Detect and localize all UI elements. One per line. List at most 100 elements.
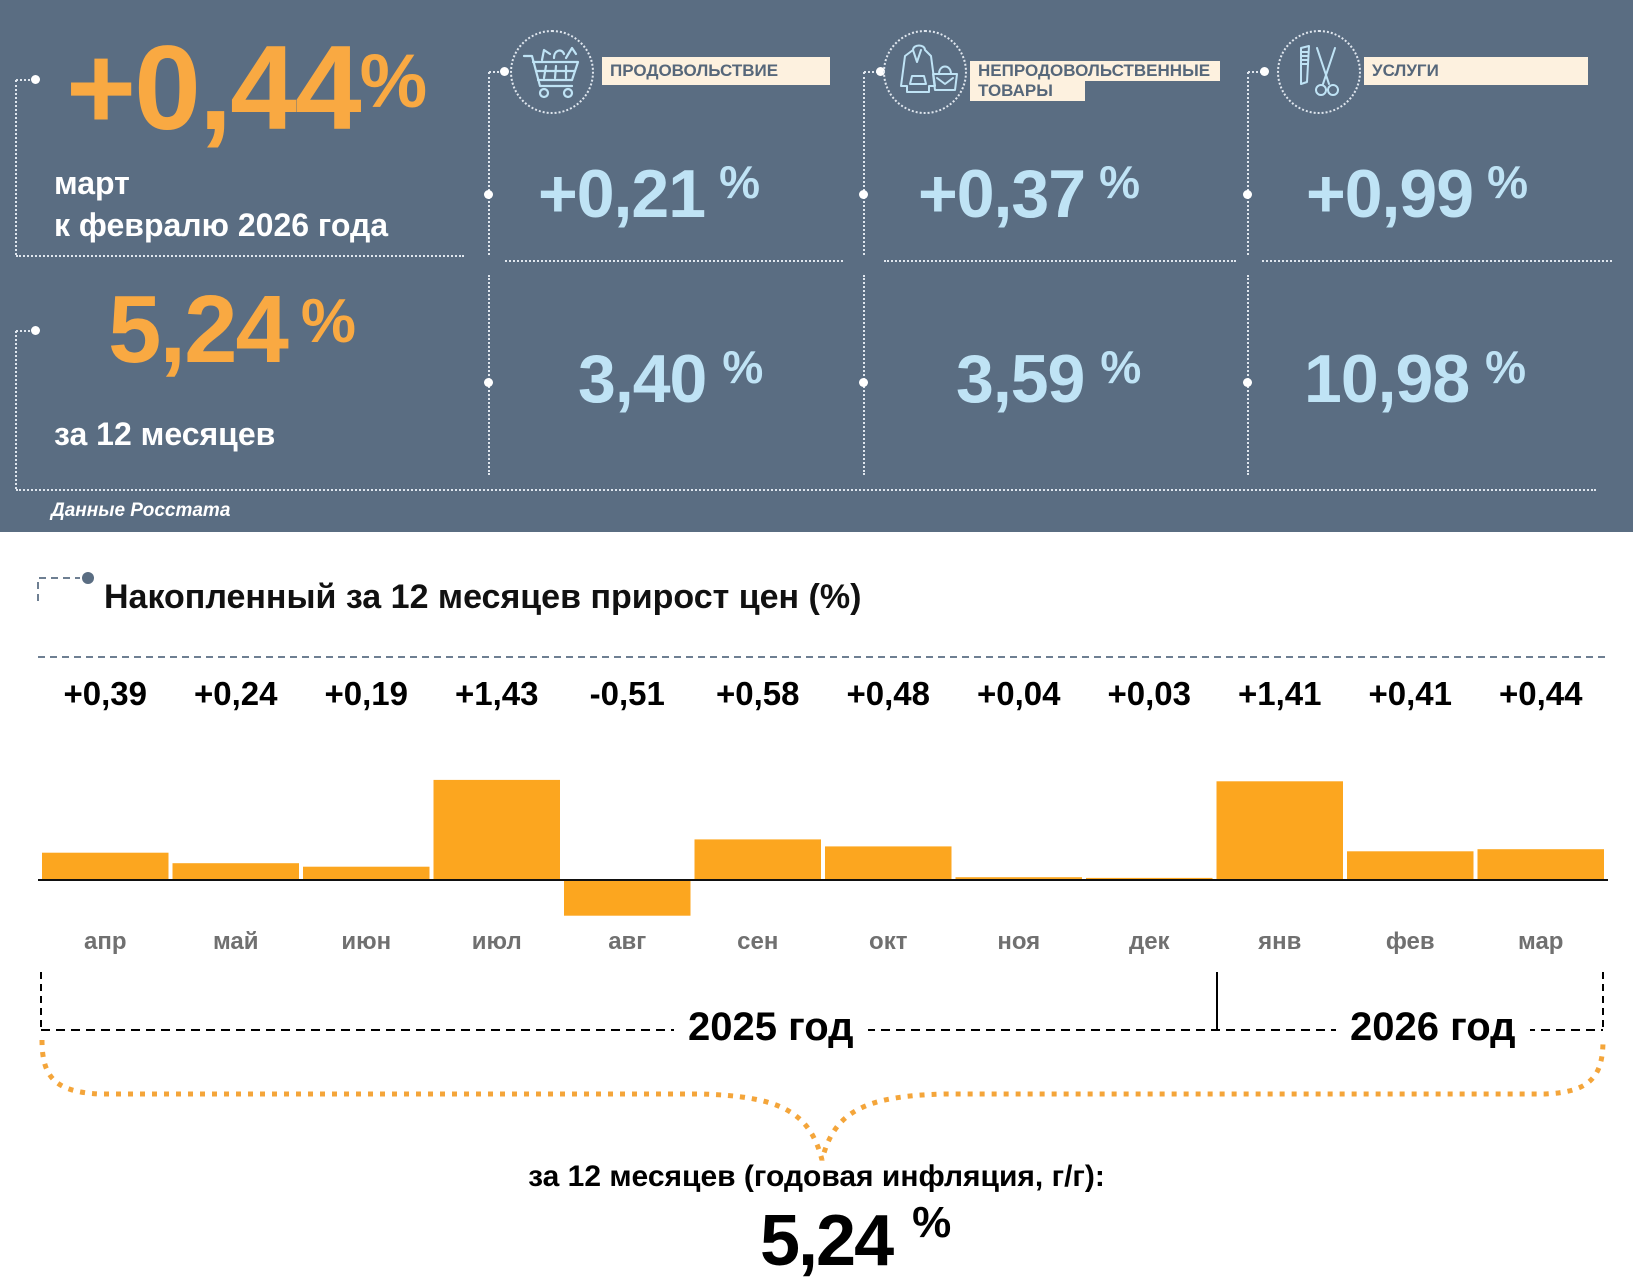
unit: % bbox=[722, 341, 764, 393]
category-name: ПРОДОВОЛЬСТВИЕ bbox=[610, 61, 779, 80]
comb-scissors-icon bbox=[1300, 45, 1339, 96]
annual-unit: % bbox=[300, 287, 356, 356]
monthly-label-line1: март bbox=[54, 165, 130, 201]
category-label-food: ПРОДОВОЛЬСТВИЕ bbox=[602, 57, 830, 85]
value-label-апр: +0,39 bbox=[63, 675, 148, 712]
title-bullet bbox=[82, 572, 94, 584]
unit: % bbox=[1487, 156, 1528, 208]
value-text: 10,98 bbox=[1304, 341, 1470, 417]
services-monthly-value: +0,99% bbox=[1306, 155, 1528, 233]
value-label-янв: +1,41 bbox=[1238, 675, 1322, 712]
category-name: НЕПРОДОВОЛЬСТВЕННЫЕ bbox=[970, 61, 1220, 81]
connector-dot bbox=[31, 326, 40, 335]
month-label-мар: мар bbox=[1518, 928, 1564, 955]
bar-июл bbox=[433, 779, 560, 880]
value-text: 3,59 bbox=[956, 341, 1085, 417]
year-label-2025: 2025 год bbox=[674, 1005, 868, 1050]
summary-value-text: 5,24 bbox=[760, 1201, 894, 1281]
value-label-май: +0,24 bbox=[194, 675, 278, 712]
connector-dot bbox=[31, 75, 40, 84]
annual-inflation-value: 5,24% bbox=[108, 282, 356, 378]
value-label-июл: +1,43 bbox=[455, 675, 539, 712]
month-label-авг: авг bbox=[608, 928, 647, 955]
connector-dot bbox=[876, 67, 885, 76]
month-label-янв: янв bbox=[1258, 928, 1302, 955]
value-label-авг: -0,51 bbox=[589, 675, 665, 712]
bar-июн bbox=[303, 866, 430, 880]
unit: % bbox=[1485, 341, 1527, 393]
connector-dot bbox=[859, 378, 868, 387]
unit: % bbox=[719, 156, 760, 208]
value-text: +0,21 bbox=[538, 156, 706, 232]
month-label-ноя: ноя bbox=[997, 928, 1041, 955]
month-label-апр: апр bbox=[83, 928, 127, 955]
connector-dot bbox=[1243, 378, 1252, 387]
bar-май bbox=[172, 863, 299, 880]
bar-янв bbox=[1216, 781, 1343, 880]
food-annual-value: 3,40% bbox=[578, 340, 763, 418]
value-label-окт: +0,48 bbox=[846, 675, 931, 712]
monthly-unit: % bbox=[359, 39, 428, 124]
bar-апр bbox=[42, 852, 169, 880]
bar-мар bbox=[1477, 849, 1604, 880]
title-connector bbox=[37, 577, 80, 601]
value-text: +0,99 bbox=[1306, 156, 1474, 232]
month-label-июл: июл bbox=[471, 928, 522, 955]
value-label-сен: +0,58 bbox=[716, 675, 800, 712]
annual-label: за 12 месяцев bbox=[54, 416, 276, 452]
category-label-services: УСЛУГИ bbox=[1364, 57, 1588, 85]
bar-chart bbox=[38, 779, 1608, 916]
month-label-сен: сен bbox=[737, 928, 779, 955]
summary-value: 5,24% bbox=[760, 1198, 952, 1282]
unit: % bbox=[1100, 341, 1142, 393]
total-brace bbox=[39, 1039, 1606, 1161]
month-label-окт: окт bbox=[869, 928, 908, 955]
services-annual-value: 10,98% bbox=[1304, 340, 1526, 418]
summary-panel: +0,44% март к февралю 2026 года 5,24% за… bbox=[0, 0, 1633, 532]
bar-фев bbox=[1347, 851, 1474, 880]
source-note: Данные Росстата bbox=[51, 500, 231, 521]
category-label-nonfood: НЕПРОДОВОЛЬСТВЕННЫЕ ТОВАРЫ bbox=[970, 57, 1220, 105]
monthly-inflation-value: +0,44% bbox=[66, 28, 428, 148]
food-category-icon-circle bbox=[510, 30, 594, 114]
unit: % bbox=[1099, 156, 1140, 208]
value-label-мар: +0,44 bbox=[1499, 675, 1583, 712]
bar-авг bbox=[564, 880, 691, 916]
food-monthly-value: +0,21% bbox=[538, 155, 760, 233]
monthly-label-line2: к февралю 2026 года bbox=[54, 207, 389, 243]
value-label-ноя: +0,04 bbox=[977, 675, 1061, 712]
bar-сен bbox=[694, 839, 821, 880]
summary-label: за 12 месяцев (годовая инфляция, г/г): bbox=[528, 1160, 1105, 1193]
value-text: +0,37 bbox=[918, 156, 1086, 232]
connector-dot bbox=[1243, 190, 1252, 199]
value-text: 3,40 bbox=[578, 341, 707, 417]
bar-окт bbox=[825, 846, 952, 880]
connector-dot bbox=[859, 190, 868, 199]
bar-ноя bbox=[955, 877, 1082, 880]
summary-unit: % bbox=[912, 1198, 952, 1247]
nonfood-monthly-value: +0,37% bbox=[918, 155, 1140, 233]
nonfood-annual-value: 3,59% bbox=[956, 340, 1141, 418]
value-label-июн: +0,19 bbox=[324, 675, 409, 712]
year-label-2026: 2026 год bbox=[1336, 1005, 1530, 1050]
connector-dot bbox=[484, 190, 493, 199]
month-label-дек: дек bbox=[1128, 928, 1170, 955]
connector-dot bbox=[1260, 67, 1269, 76]
monthly-value-text: +0,44 bbox=[66, 21, 362, 155]
category-name: УСЛУГИ bbox=[1372, 61, 1439, 80]
nonfood-category-icon-circle bbox=[883, 30, 967, 114]
clothes-bag-icon bbox=[900, 44, 958, 93]
value-label-дек: +0,03 bbox=[1107, 675, 1192, 712]
shopping-cart-icon bbox=[522, 46, 580, 99]
value-label-фев: +0,41 bbox=[1368, 675, 1453, 712]
month-label-фев: фев bbox=[1385, 928, 1435, 955]
connector-dot bbox=[500, 67, 509, 76]
monthly-label: март к февралю 2026 года bbox=[54, 162, 388, 246]
category-name-line2: ТОВАРЫ bbox=[970, 81, 1085, 101]
chart-title: Накопленный за 12 месяцев прирост цен (%… bbox=[104, 578, 862, 616]
connector-dot bbox=[484, 378, 493, 387]
services-category-icon-circle bbox=[1277, 30, 1361, 114]
month-label-июн: июн bbox=[341, 928, 392, 955]
month-label-май: май bbox=[212, 928, 259, 955]
annual-value-text: 5,24 bbox=[108, 276, 289, 383]
